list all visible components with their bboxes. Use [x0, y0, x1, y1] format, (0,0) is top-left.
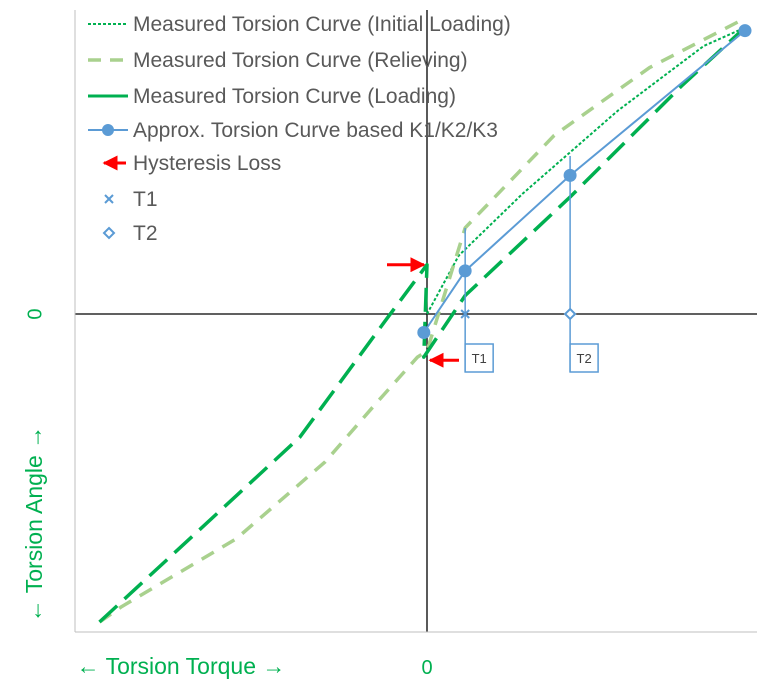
callout-layer: T1 T2 — [460, 156, 599, 373]
series-layer — [98, 16, 752, 624]
hysteresis-arrows — [387, 257, 459, 368]
legend-marker-t1 — [104, 194, 114, 204]
legend-marker-approx — [102, 124, 114, 136]
callout-label-t1: T1 — [472, 351, 487, 366]
series-line-measured-torsion-curve-initial-loading — [426, 26, 746, 315]
legend: Measured Torsion Curve (Initial Loading)… — [88, 13, 511, 245]
t2-marker — [563, 307, 577, 321]
y-axis-title: ← Torsion Angle → — [21, 426, 47, 622]
series-line-approx-torsion-curve-based-k1-k2-k3 — [422, 29, 746, 334]
legend-label-t1: T1 — [133, 188, 158, 211]
legend-label-hysteresis: Hysteresis Loss — [133, 152, 281, 175]
series-line-measured-torsion-curve-relieving — [98, 16, 746, 624]
approx-point-0 — [417, 325, 431, 339]
legend-marker-t2 — [102, 226, 116, 240]
legend-label-relieving: Measured Torsion Curve (Relieving) — [133, 49, 468, 72]
legend-label-t2: T2 — [133, 222, 158, 245]
callout-box-t1 — [464, 343, 494, 373]
t1-marker — [460, 309, 470, 319]
callout-box-t2 — [569, 343, 599, 373]
x-axis-title: ← Torsion Torque → — [77, 653, 286, 679]
callout-label-t2: T2 — [577, 351, 592, 366]
approx-point-3 — [738, 24, 752, 38]
legend-label-approx: Approx. Torsion Curve based K1/K2/K3 — [133, 119, 498, 142]
legend-label-loading: Measured Torsion Curve (Loading) — [133, 85, 456, 108]
legend-label-initial-loading: Measured Torsion Curve (Initial Loading) — [133, 13, 511, 36]
series-line-measured-torsion-curve-loading — [98, 26, 747, 624]
x-zero-label: 0 — [421, 657, 432, 679]
y-zero-label: 0 — [24, 308, 46, 319]
